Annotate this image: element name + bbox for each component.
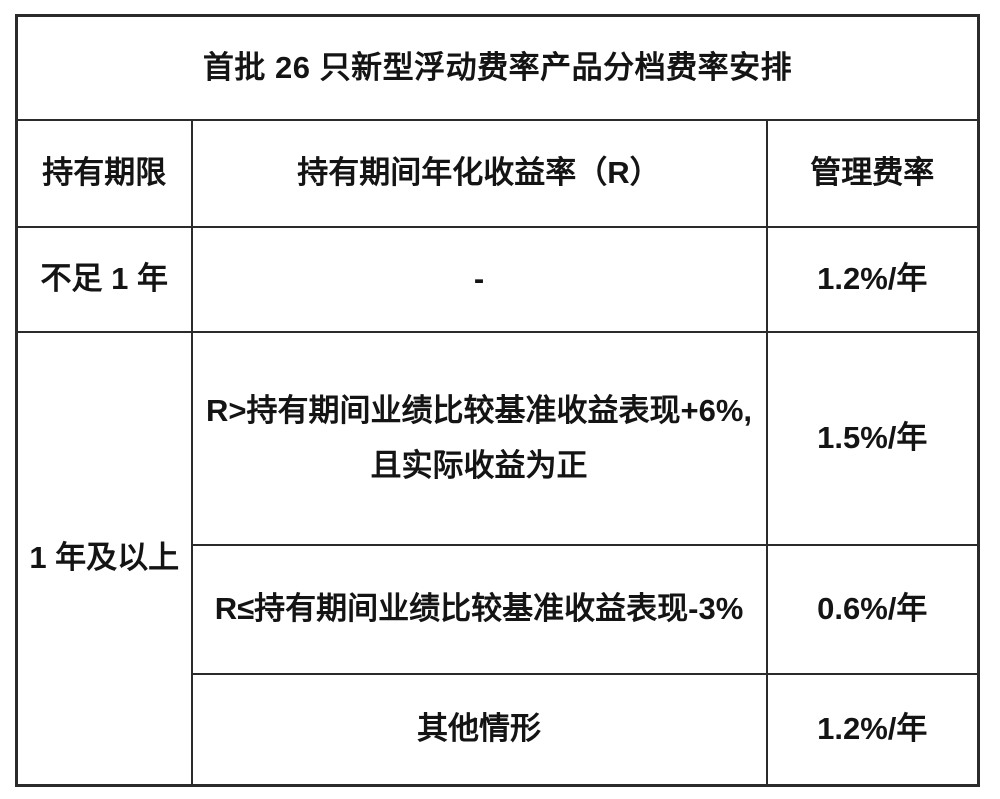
table-header-row: 持有期限 持有期间年化收益率（R） 管理费率 [15, 118, 980, 228]
cell-period-1-year-and-above: 1 年及以上 [15, 330, 193, 787]
cell-fee-under-1-year: 1.2%/年 [765, 225, 980, 333]
table-title: 首批 26 只新型浮动费率产品分档费率安排 [15, 14, 980, 121]
cell-period-under-1-year: 不足 1 年 [15, 225, 193, 333]
col-header-annualized-return: 持有期间年化收益率（R） [190, 118, 768, 228]
table-row-other-cases: 其他情形 1.2%/年 [17, 672, 980, 787]
table-row-under-1-year: 不足 1 年 - 1.2%/年 [15, 225, 980, 333]
cell-fee-above-benchmark: 1.5%/年 [765, 330, 980, 546]
condition-line-1: R>持有期间业绩比较基准收益表现+6%, [205, 392, 752, 428]
cell-condition-other-cases: 其他情形 [190, 672, 768, 787]
col-header-management-fee: 管理费率 [765, 118, 980, 228]
cell-condition-below-benchmark: R≤持有期间业绩比较基准收益表现-3% [190, 543, 768, 675]
cell-condition-under-1-year: - [190, 225, 768, 333]
condition-line-2: 且实际收益为正 [370, 448, 588, 483]
fee-tier-table: 首批 26 只新型浮动费率产品分档费率安排 持有期限 持有期间年化收益率（R） … [15, 14, 981, 787]
table-row-above-benchmark: 1 年及以上 R>持有期间业绩比较基准收益表现+6%, 且实际收益为正 1.5%… [15, 330, 980, 787]
cell-condition-above-benchmark: R>持有期间业绩比较基准收益表现+6%, 且实际收益为正 [190, 330, 768, 546]
table-row-below-benchmark: R≤持有期间业绩比较基准收益表现-3% 0.6%/年 [17, 543, 980, 675]
col-header-holding-period: 持有期限 [15, 118, 193, 228]
cell-fee-other-cases: 1.2%/年 [765, 672, 980, 787]
cell-fee-below-benchmark: 0.6%/年 [765, 543, 980, 675]
table-title-row: 首批 26 只新型浮动费率产品分档费率安排 [15, 14, 980, 121]
